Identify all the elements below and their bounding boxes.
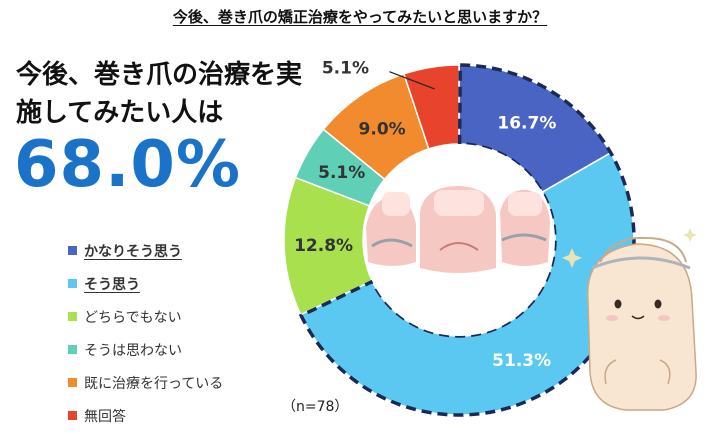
legend-label: 既に治療を行っている xyxy=(84,375,224,392)
legend-label: どちらでもない xyxy=(84,309,182,326)
mascot-illustration xyxy=(562,228,697,411)
slice-label-2: 51.3% xyxy=(492,351,551,371)
legend-label: かなりそう思う xyxy=(84,243,182,260)
chart-legend: かなりそう思う そう思うどちらでもない そうは思わない既に治療を行っている 無回答 xyxy=(68,234,223,432)
legend-label: そう思う xyxy=(84,276,140,293)
legend-swatch xyxy=(68,411,77,420)
headline-text: 今後、巻き爪の治療を実施してみたい人は xyxy=(16,60,303,128)
legend-item-6: 無回答 xyxy=(68,399,223,432)
slice-label-1: 16.7% xyxy=(497,114,556,134)
legend-swatch xyxy=(68,246,77,255)
slice-label-3: 12.8% xyxy=(294,236,353,256)
legend-item-5: 既に治療を行っている xyxy=(68,366,223,399)
slice-label-5: 9.0% xyxy=(359,119,406,139)
question-title: 今後、巻き爪の矯正治療をやってみたいと思いますか？ xyxy=(172,8,548,26)
legend-swatch xyxy=(68,345,77,354)
legend-label: 無回答 xyxy=(84,408,126,425)
legend-item-4: そうは思わない xyxy=(68,333,223,366)
legend-label: そうは思わない xyxy=(84,342,182,359)
legend-swatch xyxy=(68,279,77,288)
leader-line xyxy=(389,71,435,90)
legend-swatch xyxy=(68,378,77,387)
legend-item-1: かなりそう思う xyxy=(68,234,223,267)
slice-label-6: 5.1% xyxy=(322,59,369,79)
headline-value: 68.0% xyxy=(14,128,242,202)
legend-item-3: どちらでもない xyxy=(68,300,223,333)
slice-label-4: 5.1% xyxy=(318,163,365,183)
toenail-illustration xyxy=(363,144,555,336)
legend-item-2: そう思う xyxy=(68,267,223,300)
sample-size: （n=78） xyxy=(282,399,349,415)
legend-swatch xyxy=(68,312,77,321)
